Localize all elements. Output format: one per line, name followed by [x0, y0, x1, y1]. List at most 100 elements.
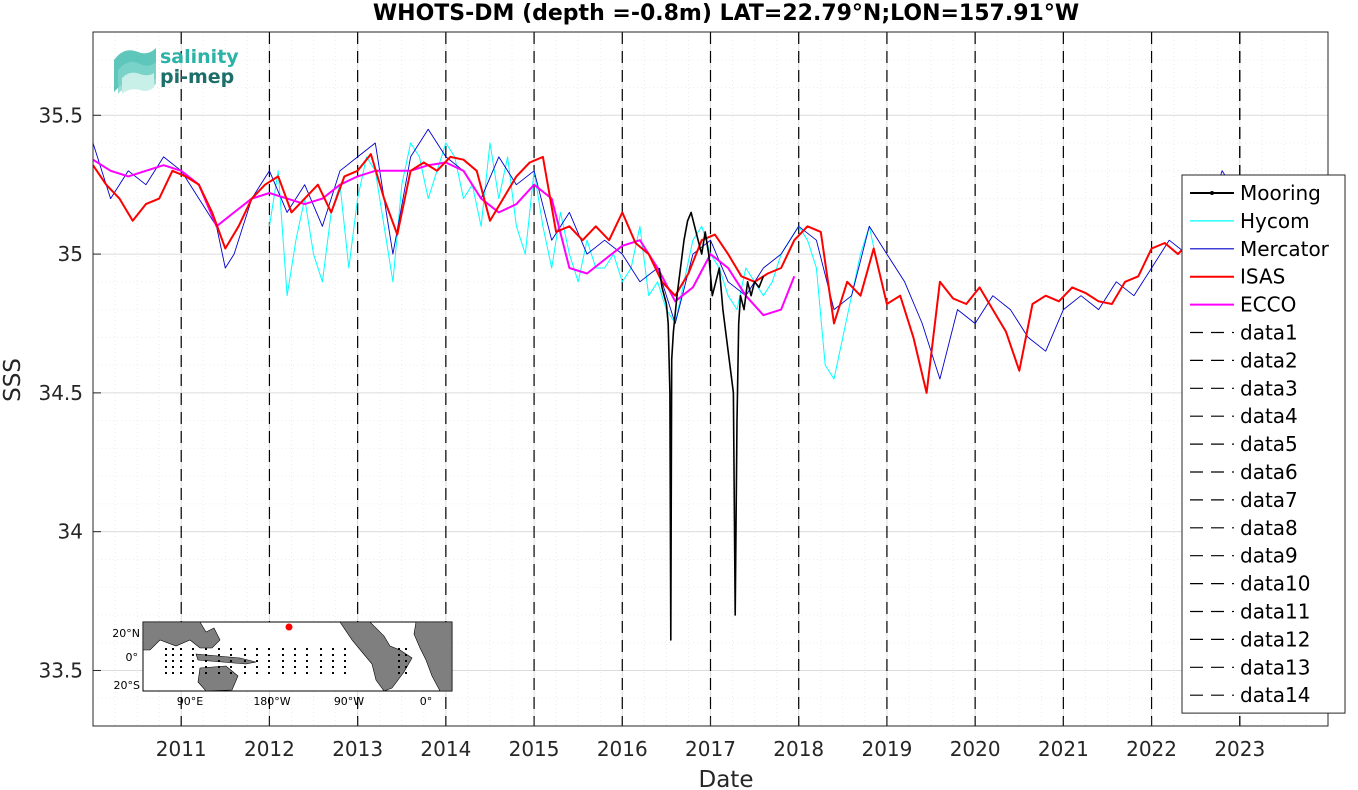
legend-label: data6 [1240, 460, 1298, 484]
map-buoy-dot [218, 660, 220, 662]
legend-label: data1 [1240, 321, 1298, 345]
map-buoy-dot [332, 654, 334, 656]
series-line-hycom [268, 142, 879, 380]
y-axis: 33.5 34 34.5 35 35.5 [38, 103, 101, 682]
series-line-mercator [92, 128, 1258, 380]
map-buoy-dot [205, 648, 207, 650]
legend-label: data14 [1240, 683, 1311, 707]
map-lat-label: 20°N [112, 627, 140, 640]
x-axis-label: Date [699, 767, 754, 790]
y-tick-label: 35.5 [38, 103, 83, 127]
chart-title: WHOTS-DM (depth =-0.8m) LAT=22.79°N;LON=… [373, 1, 1079, 26]
map-buoy-dot [268, 672, 270, 674]
map-buoy-dot [405, 660, 407, 662]
map-buoy-dot [218, 666, 220, 668]
map-buoy-dot [268, 654, 270, 656]
map-buoy-dot [230, 654, 232, 656]
x-tick-label: 2019 [861, 737, 912, 761]
x-tick-label: 2011 [156, 737, 207, 761]
map-buoy-dot [320, 660, 322, 662]
legend: Mooring Hycom Mercator ISAS ECCO data1 data2 da… [1181, 174, 1346, 714]
map-buoy-dot [165, 654, 167, 656]
map-buoy-dot [256, 660, 258, 662]
x-tick-label: 2023 [1214, 737, 1265, 761]
x-tick-label: 2015 [509, 737, 560, 761]
map-buoy-dot [205, 672, 207, 674]
series-layer [92, 128, 1258, 641]
map-buoy-dot [344, 660, 346, 662]
map-lat-label: 0° [126, 651, 139, 664]
map-buoy-dot [268, 660, 270, 662]
map-buoy-dot [294, 654, 296, 656]
legend-label: data2 [1240, 348, 1298, 372]
x-axis: 2011 2012 2013 2014 2015 2016 2017 2018 2019 2020… [156, 718, 1265, 761]
map-buoy-dot [205, 654, 207, 656]
map-buoy-dot [256, 648, 258, 650]
legend-label: ECCO [1240, 293, 1296, 317]
map-buoy-dot [294, 666, 296, 668]
map-buoy-dot [218, 672, 220, 674]
map-buoy-dot [230, 660, 232, 662]
map-buoy-dot [205, 666, 207, 668]
map-buoy-dot [172, 648, 174, 650]
y-axis-label: SSS [0, 358, 26, 402]
map-buoy-dot [218, 654, 220, 656]
y-tick-label: 35 [58, 242, 83, 266]
map-buoy-dot [205, 660, 207, 662]
legend-label: data5 [1240, 432, 1298, 456]
logo-line-1: salinity [160, 46, 239, 68]
series-line-mooring [658, 211, 765, 641]
x-tick-label: 2018 [773, 737, 824, 761]
map-buoy-dot [306, 672, 308, 674]
map-buoy-dot [398, 660, 400, 662]
map-buoy-dot [172, 666, 174, 668]
legend-label: data7 [1240, 488, 1298, 512]
map-buoy-dot [256, 654, 258, 656]
map-buoy-dot [332, 666, 334, 668]
map-buoy-dot [306, 660, 308, 662]
map-land-australia [197, 665, 239, 692]
map-buoy-dot [230, 672, 232, 674]
map-buoy-dot [256, 666, 258, 668]
map-buoy-dot [192, 666, 194, 668]
legend-label: Mercator [1240, 237, 1330, 261]
map-buoy-dot [180, 666, 182, 668]
y-tick-label: 33.5 [38, 658, 83, 682]
map-buoy-dot [165, 660, 167, 662]
map-buoy-dot [165, 648, 167, 650]
map-buoy-dot [282, 660, 284, 662]
map-buoy-dot [180, 660, 182, 662]
map-buoy-dot [282, 666, 284, 668]
legend-label: data3 [1240, 376, 1298, 400]
map-buoy-dot [230, 666, 232, 668]
x-tick-label: 2021 [1038, 737, 1089, 761]
x-tick-label: 2012 [244, 737, 295, 761]
x-tick-label: 2014 [420, 737, 471, 761]
map-lon-label: 90°E [177, 695, 203, 708]
map-buoy-dot [344, 672, 346, 674]
map-buoy-dot [306, 666, 308, 668]
map-buoy-dot [306, 654, 308, 656]
legend-label: data10 [1240, 572, 1311, 596]
legend-label: data12 [1240, 627, 1311, 651]
legend-box [1181, 174, 1346, 714]
x-tick-label: 2013 [332, 737, 383, 761]
map-buoy-dot [172, 660, 174, 662]
map-land-americas [339, 621, 413, 692]
legend-label: data13 [1240, 655, 1311, 679]
legend-marker [1210, 191, 1214, 195]
logo-line-2: pi-mep [160, 66, 234, 88]
map-buoy-dot [192, 660, 194, 662]
map-buoy-dot [268, 648, 270, 650]
map-buoy-dot [282, 654, 284, 656]
map-buoy-dot [244, 654, 246, 656]
y-tick-label: 34 [58, 520, 83, 544]
map-land-indonesia [195, 653, 257, 665]
map-lon-label: 180°W [253, 695, 290, 708]
x-tick-label: 2016 [597, 737, 648, 761]
map-buoy-dot [180, 672, 182, 674]
map-buoy-dot [405, 648, 407, 650]
map-buoy-dot [405, 666, 407, 668]
x-tick-label: 2017 [685, 737, 736, 761]
